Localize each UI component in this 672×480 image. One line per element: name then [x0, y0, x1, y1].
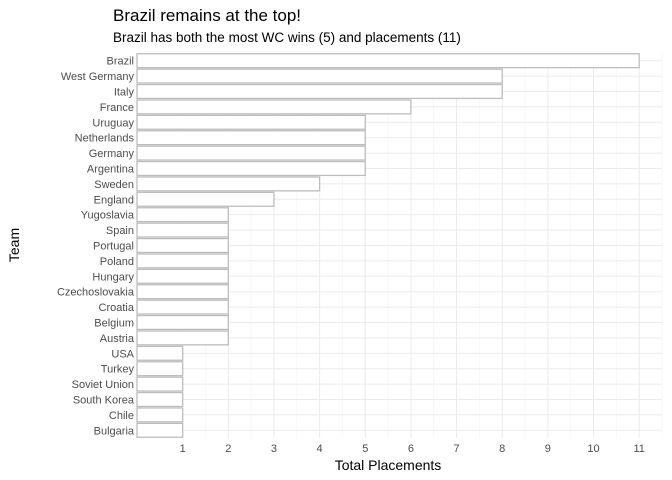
y-tick-label: USA — [111, 348, 134, 360]
bar-bulgaria — [136, 422, 184, 438]
bar-belgium — [136, 314, 229, 331]
bar-england — [136, 191, 275, 207]
x-tick-label: 9 — [545, 443, 551, 455]
bar-germany — [136, 145, 366, 161]
bar-netherlands — [136, 130, 366, 146]
bar-yugoslavia — [136, 207, 229, 223]
y-tick-label: Belgium — [94, 318, 134, 330]
bar-argentina — [136, 160, 366, 177]
bar-soviet-union — [136, 376, 184, 392]
x-tick-label: 5 — [362, 443, 368, 455]
y-tick-label: West Germany — [61, 71, 135, 83]
y-tick-label: Germany — [89, 148, 135, 160]
bar-south-korea — [136, 391, 184, 408]
bar-hungary — [136, 268, 229, 284]
y-tick-label: Spain — [106, 225, 134, 237]
x-axis-title: Total Placements — [335, 457, 442, 473]
bars — [136, 53, 640, 438]
y-tick-label: Argentina — [87, 164, 135, 176]
bar-west-germany — [136, 68, 503, 84]
bar-spain — [136, 222, 229, 238]
bar-chile — [136, 407, 184, 423]
bar-france — [136, 99, 412, 115]
y-tick-label: Chile — [109, 410, 134, 422]
x-tick-label: 2 — [225, 443, 231, 455]
x-tick-label: 10 — [587, 443, 599, 455]
x-tick-label: 4 — [317, 443, 323, 455]
y-tick-label: Italy — [114, 87, 135, 99]
y-axis-title: Team — [6, 228, 22, 262]
y-tick-label: Sweden — [94, 179, 134, 191]
x-tick-label: 11 — [633, 443, 644, 455]
x-tick-label: 7 — [454, 443, 460, 455]
bar-turkey — [136, 361, 184, 377]
bar-poland — [136, 253, 229, 269]
bar-czechoslovakia — [136, 284, 229, 300]
x-tick-label: 1 — [180, 443, 186, 455]
y-tick-label: Turkey — [101, 364, 135, 376]
x-tick-label: 6 — [408, 443, 414, 455]
bar-sweden — [136, 176, 321, 192]
y-tick-label: Uruguay — [92, 117, 134, 129]
y-tick-label: Austria — [100, 333, 135, 345]
y-tick-label: England — [94, 194, 134, 206]
bar-croatia — [136, 299, 229, 315]
y-tick-label: Soviet Union — [72, 379, 134, 391]
y-tick-label: Yugoslavia — [81, 210, 135, 222]
bar-austria — [136, 330, 229, 346]
y-tick-labels: Brazil West Germany Italy France Uruguay Neth… — [57, 56, 135, 438]
y-tick-label: South Korea — [73, 395, 135, 407]
y-tick-label: Bulgaria — [94, 425, 135, 437]
bar-portugal — [136, 237, 229, 254]
chart-subtitle: Brazil has both the most WC wins (5) and… — [113, 30, 461, 45]
y-tick-label: Czechoslovakia — [57, 287, 135, 299]
bar-usa — [136, 345, 184, 361]
x-tick-label: 8 — [499, 443, 505, 455]
y-tick-label: Hungary — [92, 271, 134, 283]
y-tick-label: Brazil — [106, 56, 134, 68]
x-tick-label: 3 — [271, 443, 277, 455]
bar-uruguay — [136, 114, 366, 130]
bar-brazil — [136, 53, 640, 69]
y-tick-label: France — [100, 102, 134, 114]
y-tick-label: Poland — [100, 256, 134, 268]
y-tick-label: Croatia — [99, 302, 135, 314]
y-tick-label: Netherlands — [75, 133, 135, 145]
y-tick-label: Portugal — [93, 241, 134, 253]
x-tick-labels: 1 2 3 4 5 6 7 8 9 10 11 — [180, 443, 645, 455]
chart-title: Brazil remains at the top! — [113, 6, 301, 25]
bar-italy — [136, 83, 503, 100]
